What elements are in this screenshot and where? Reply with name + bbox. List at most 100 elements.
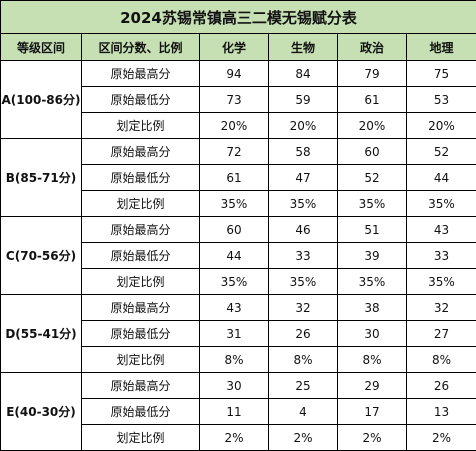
value-cell: 25: [268, 372, 338, 399]
table-row: 原始最低分 44 33 39 33: [1, 242, 476, 269]
row-label: 原始最低分: [81, 242, 200, 269]
row-label: 划定比例: [81, 190, 200, 217]
row-label: 原始最低分: [81, 320, 200, 347]
header-geography: 地理: [406, 33, 476, 61]
value-cell: 30: [199, 372, 269, 399]
value-cell: 60: [337, 138, 407, 165]
table-row: D(55-41分) 原始最高分 43 32 38 32: [0, 294, 476, 373]
value-cell: 46: [268, 216, 338, 243]
value-cell: 84: [268, 60, 338, 87]
table-row: 划定比例 20% 20% 20% 20%: [1, 112, 476, 139]
table-row: 划定比例 35% 35% 35% 35%: [1, 268, 476, 295]
grade-range-cell: A(100-86分): [0, 60, 82, 139]
grade-range-cell: E(40-30分): [0, 372, 82, 451]
value-cell: 20%: [337, 112, 407, 139]
value-cell: 20%: [268, 112, 338, 139]
table-row: 划定比例 2% 2% 2% 2%: [1, 424, 476, 451]
value-cell: 2%: [406, 424, 476, 451]
title-row: 2024苏锡常镇高三二模无锡赋分表: [0, 0, 476, 34]
row-label: 原始最高分: [81, 294, 200, 321]
value-cell: 8%: [268, 346, 338, 373]
value-cell: 61: [337, 86, 407, 113]
table-row: 原始最低分 61 47 52 44: [1, 164, 476, 191]
row-label: 原始最高分: [81, 60, 200, 87]
value-cell: 43: [406, 216, 476, 243]
value-cell: 44: [406, 164, 476, 191]
value-cell: 17: [337, 398, 407, 425]
header-chemistry: 化学: [199, 33, 269, 61]
value-cell: 61: [199, 164, 269, 191]
value-cell: 43: [199, 294, 269, 321]
value-cell: 13: [406, 398, 476, 425]
table-row: E(40-30分) 原始最高分 30 25 29 26: [0, 372, 476, 451]
value-cell: 4: [268, 398, 338, 425]
value-cell: 39: [337, 242, 407, 269]
value-cell: 26: [268, 320, 338, 347]
row-label: 原始最低分: [81, 164, 200, 191]
value-cell: 75: [406, 60, 476, 87]
table-row: 划定比例 35% 35% 35% 35%: [1, 190, 476, 217]
value-cell: 2%: [199, 424, 269, 451]
value-cell: 35%: [199, 268, 269, 295]
value-cell: 52: [337, 164, 407, 191]
value-cell: 38: [337, 294, 407, 321]
value-cell: 20%: [199, 112, 269, 139]
header-row: 等级区间 区间分数、比例 化学 生物 政治 地理: [0, 33, 476, 61]
value-cell: 35%: [337, 190, 407, 217]
value-cell: 35%: [337, 268, 407, 295]
value-cell: 52: [406, 138, 476, 165]
value-cell: 79: [337, 60, 407, 87]
value-cell: 73: [199, 86, 269, 113]
value-cell: 29: [337, 372, 407, 399]
grade-range-cell: B(85-71分): [0, 138, 82, 217]
value-cell: 47: [268, 164, 338, 191]
value-cell: 32: [268, 294, 338, 321]
table-row: C(70-56分) 原始最高分 60 46 51 43: [0, 216, 476, 295]
value-cell: 44: [199, 242, 269, 269]
row-label: 原始最低分: [81, 86, 200, 113]
value-cell: 33: [406, 242, 476, 269]
value-cell: 8%: [406, 346, 476, 373]
value-cell: 27: [406, 320, 476, 347]
header-politics: 政治: [337, 33, 407, 61]
value-cell: 35%: [268, 268, 338, 295]
grade-range-cell: C(70-56分): [0, 216, 82, 295]
value-cell: 33: [268, 242, 338, 269]
row-label: 原始最高分: [81, 138, 200, 165]
value-cell: 35%: [406, 268, 476, 295]
table-row: A(100-86分) 原始最高分 94 84 79 75: [0, 60, 476, 139]
row-label: 原始最高分: [81, 372, 200, 399]
header-grade-range: 等级区间: [0, 33, 82, 61]
value-cell: 2%: [337, 424, 407, 451]
value-cell: 94: [199, 60, 269, 87]
value-cell: 59: [268, 86, 338, 113]
row-label: 原始最低分: [81, 398, 200, 425]
row-label: 划定比例: [81, 346, 200, 373]
value-cell: 8%: [337, 346, 407, 373]
value-cell: 35%: [199, 190, 269, 217]
table-row: B(85-71分) 原始最高分 72 58 60 52: [0, 138, 476, 217]
value-cell: 35%: [406, 190, 476, 217]
value-cell: 53: [406, 86, 476, 113]
value-cell: 58: [268, 138, 338, 165]
value-cell: 26: [406, 372, 476, 399]
value-cell: 2%: [268, 424, 338, 451]
value-cell: 60: [199, 216, 269, 243]
row-label: 划定比例: [81, 424, 200, 451]
row-label: 划定比例: [81, 112, 200, 139]
value-cell: 51: [337, 216, 407, 243]
grade-range-cell: D(55-41分): [0, 294, 82, 373]
value-cell: 8%: [199, 346, 269, 373]
row-label: 划定比例: [81, 268, 200, 295]
header-biology: 生物: [268, 33, 338, 61]
table-row: 原始最低分 11 4 17 13: [1, 398, 476, 425]
value-cell: 32: [406, 294, 476, 321]
value-cell: 31: [199, 320, 269, 347]
value-cell: 11: [199, 398, 269, 425]
value-cell: 30: [337, 320, 407, 347]
header-score-ratio: 区间分数、比例: [81, 33, 200, 61]
value-cell: 72: [199, 138, 269, 165]
table-title: 2024苏锡常镇高三二模无锡赋分表: [0, 0, 476, 34]
